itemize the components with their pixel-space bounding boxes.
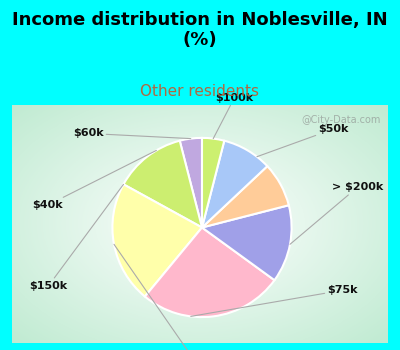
Text: $50k: $50k bbox=[257, 124, 349, 157]
Text: $40k: $40k bbox=[32, 150, 156, 210]
Wedge shape bbox=[112, 184, 202, 296]
Text: $30k: $30k bbox=[114, 244, 217, 350]
Text: $100k: $100k bbox=[213, 93, 254, 139]
Wedge shape bbox=[180, 138, 202, 228]
Wedge shape bbox=[202, 141, 267, 228]
Text: $60k: $60k bbox=[73, 128, 191, 139]
Wedge shape bbox=[202, 166, 289, 228]
Text: > $200k: > $200k bbox=[290, 182, 383, 244]
Wedge shape bbox=[145, 228, 274, 317]
Text: $75k: $75k bbox=[191, 285, 358, 316]
Wedge shape bbox=[202, 138, 224, 228]
Text: Other residents: Other residents bbox=[140, 84, 260, 99]
Wedge shape bbox=[124, 141, 202, 228]
Text: Income distribution in Noblesville, IN
(%): Income distribution in Noblesville, IN (… bbox=[12, 10, 388, 49]
Wedge shape bbox=[202, 205, 292, 280]
Text: @City-Data.com: @City-Data.com bbox=[301, 114, 380, 125]
Text: $150k: $150k bbox=[30, 184, 124, 291]
